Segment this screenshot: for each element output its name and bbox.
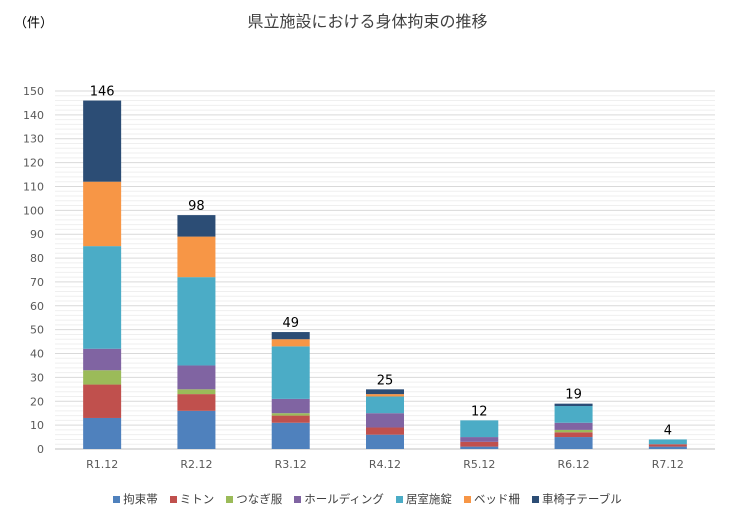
- total-data-label: 19: [565, 388, 582, 403]
- bar-segment: [271, 422, 310, 449]
- legend-label: つなぎ服: [236, 492, 283, 506]
- bar-segment: [83, 384, 122, 418]
- bar-segment: [271, 415, 310, 423]
- bar-segment: [83, 370, 122, 385]
- bar-segment: [366, 389, 404, 395]
- bar-segment: [177, 215, 216, 237]
- bar-segment: [177, 236, 216, 278]
- bar-segment: [271, 346, 310, 399]
- bar-segment: [83, 181, 122, 247]
- legend-label: ホールディング: [304, 492, 384, 506]
- bar-segment: [177, 410, 216, 449]
- bar-segment: [554, 429, 593, 433]
- total-data-label: 12: [471, 404, 488, 419]
- legend-swatch: [113, 495, 121, 503]
- bar-segment: [648, 446, 687, 449]
- bar-segment: [460, 441, 499, 447]
- legend-label: 拘束帯: [123, 492, 158, 506]
- x-tick-label: R5.12: [463, 458, 495, 471]
- bar-segment: [554, 422, 593, 430]
- bar-segment: [554, 432, 593, 438]
- bar-segment: [271, 339, 310, 347]
- y-tick-label: 70: [30, 276, 44, 289]
- bar-segment: [366, 413, 404, 428]
- x-tick-label: R7.12: [652, 458, 684, 471]
- legend-item: ミトン: [169, 491, 215, 507]
- y-tick-label: 50: [30, 324, 44, 337]
- legend-swatch: [531, 495, 539, 503]
- x-tick-label: R2.12: [180, 458, 212, 471]
- total-data-label: 98: [188, 199, 205, 214]
- bar-segment: [271, 398, 310, 414]
- legend-label: ミトン: [179, 492, 215, 506]
- bar-segment: [460, 437, 499, 442]
- total-data-label: 25: [377, 373, 394, 388]
- y-tick-label: 140: [23, 109, 44, 122]
- bar-segment: [83, 417, 122, 449]
- bar-segment: [83, 348, 122, 371]
- total-data-label: 146: [90, 85, 115, 100]
- bar-segment: [177, 394, 216, 411]
- bar-segment: [83, 100, 122, 182]
- y-axis-unit-label: （件）: [14, 16, 54, 31]
- bar-segment: [554, 403, 593, 407]
- legend-swatch: [169, 495, 177, 503]
- legend-swatch: [463, 495, 471, 503]
- legend-item: 拘束帯: [113, 491, 158, 507]
- legend-item: ベッド柵: [463, 491, 520, 507]
- legend-item: ホールディング: [294, 491, 384, 507]
- bar-segment: [83, 246, 122, 349]
- x-tick-label: R1.12: [86, 458, 118, 471]
- bar-segment: [271, 332, 310, 340]
- legend-swatch: [294, 495, 302, 503]
- legend-label: 居室施錠: [405, 492, 452, 506]
- y-tick-label: 120: [23, 157, 44, 170]
- bar-segment: [177, 389, 216, 395]
- legend-item: 車椅子テーブル: [531, 491, 622, 507]
- bar-segment: [177, 365, 216, 390]
- total-data-label: 49: [282, 316, 299, 331]
- legend-item: つなぎ服: [226, 491, 282, 507]
- legend-label: ベッド柵: [473, 492, 520, 506]
- bar-segment: [648, 444, 687, 447]
- y-tick-label: 60: [30, 300, 44, 313]
- bar-segment: [366, 394, 404, 397]
- y-tick-label: 130: [23, 133, 44, 146]
- x-tick-label: R4.12: [369, 458, 401, 471]
- bar-segment: [366, 427, 404, 435]
- y-tick-label: 90: [30, 228, 44, 241]
- legend-swatch: [395, 495, 403, 503]
- bar-segment: [366, 434, 404, 449]
- legend: 拘束帯 ミトン つなぎ服 ホールディング 居室施錠 ベッド柵 車椅子テーブル: [0, 491, 735, 507]
- y-tick-label: 110: [23, 180, 44, 193]
- y-tick-label: 10: [30, 419, 44, 432]
- chart-title: 県立施設における身体拘束の推移: [247, 12, 488, 31]
- bar-segment: [460, 420, 499, 438]
- y-tick-label: 100: [23, 204, 44, 217]
- bar-segment: [554, 437, 593, 449]
- bar-segment: [271, 413, 310, 416]
- bar-segment: [554, 406, 593, 423]
- y-tick-label: 20: [30, 395, 44, 408]
- y-tick-label: 150: [23, 85, 44, 98]
- bar-segment: [460, 446, 499, 449]
- bar-segment: [177, 277, 216, 366]
- legend-label: 車椅子テーブル: [541, 492, 622, 506]
- y-tick-label: 30: [30, 371, 44, 384]
- legend-item: 居室施錠: [395, 491, 452, 507]
- total-data-label: 4: [664, 423, 672, 438]
- x-tick-label: R6.12: [558, 458, 590, 471]
- bar-segment: [366, 396, 404, 414]
- legend-swatch: [226, 495, 234, 503]
- bar-segment: [648, 439, 687, 445]
- y-tick-label: 0: [37, 443, 44, 456]
- y-tick-label: 40: [30, 348, 44, 361]
- x-tick-label: R3.12: [275, 458, 307, 471]
- y-tick-label: 80: [30, 252, 44, 265]
